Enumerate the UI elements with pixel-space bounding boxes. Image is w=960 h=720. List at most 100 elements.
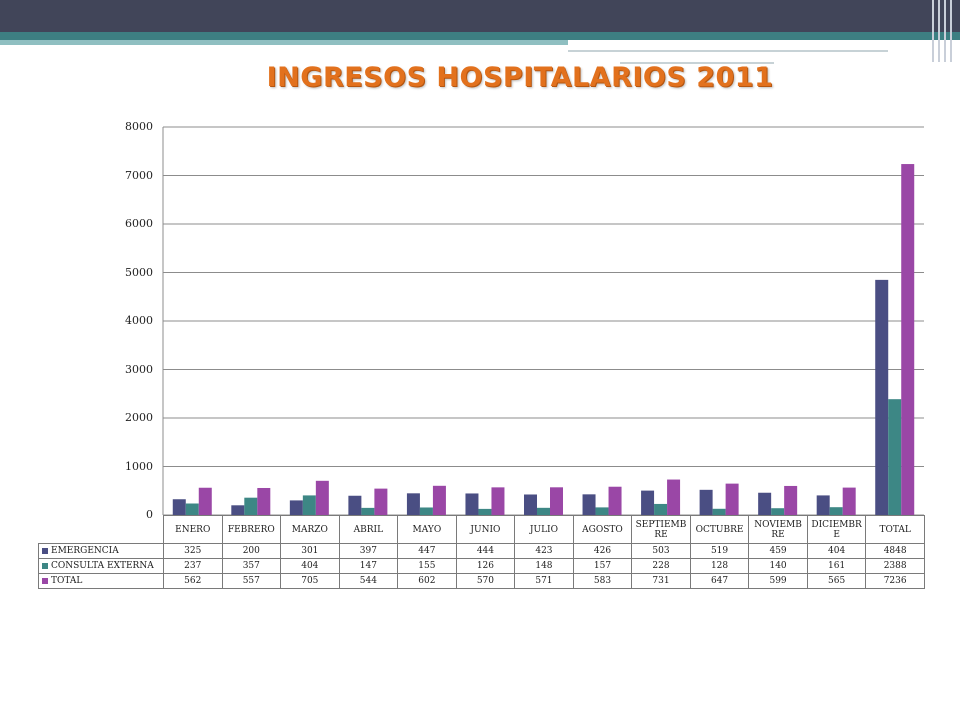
y-tick-label: 5000 [125,265,153,279]
bar [816,495,830,515]
table-row: TOTAL 562 557 705 544 602 570 571 583 731 647 599 56… [38,573,925,589]
y-tick-label: 2000 [125,411,153,424]
bar [550,487,563,515]
data-label: 397 [338,543,399,559]
series-legend-label: TOTAL [38,573,164,589]
bar [465,493,479,515]
bar [432,485,446,515]
data-table: ENERO FEBRERO MARZO ABRIL MAYO JUNIO JULIO AGOS… [38,515,925,589]
bar [315,480,329,515]
data-label: 140 [748,558,808,574]
bar [595,507,609,515]
data-label: 503 [631,543,691,559]
bar [758,492,772,515]
data-label: 148 [514,558,574,574]
bar [725,483,739,515]
category-label: DICIEMBR E [806,515,867,544]
data-label: 325 [163,543,223,559]
bar [231,505,245,515]
bar [901,164,915,515]
data-label: 647 [689,573,750,589]
bar [699,489,713,515]
legend-key [42,577,48,584]
bar [667,479,681,515]
data-label: 404 [280,558,340,574]
data-label: 459 [748,543,808,559]
bar [198,487,212,515]
bar [374,488,388,515]
accent-band [0,32,960,40]
bar [302,495,316,515]
data-label: 444 [455,543,516,559]
bar [244,497,258,515]
data-label: 357 [221,558,282,574]
data-label: 423 [514,543,574,559]
bar [641,490,655,515]
data-label: 200 [221,543,282,559]
bar [784,485,798,515]
y-tick-label: 3000 [125,362,153,376]
bar [172,499,186,515]
decorative-line [568,50,888,52]
data-label: 301 [280,543,340,559]
legend-key [42,547,48,554]
category-label: AGOSTO [572,515,633,544]
bar [582,494,596,515]
bar [829,507,843,515]
bar [524,494,537,515]
bar [257,487,271,515]
bar [771,508,785,515]
data-label: 571 [514,573,574,589]
bar [842,487,856,515]
category-label: FEBRERO [221,515,282,544]
top-banner [0,0,960,32]
bar [289,500,303,515]
data-label: 161 [806,558,867,574]
bar [491,487,505,515]
data-label: 7236 [865,573,925,589]
category-label: NOVIEMB RE [748,515,808,544]
y-tick-label: 4000 [125,314,153,327]
data-label: 731 [631,573,691,589]
data-label: 237 [163,558,223,574]
table-corner [38,515,164,544]
decorative-line [620,62,774,64]
legend-key [42,562,48,569]
data-label: 426 [572,543,633,559]
bar [712,508,726,515]
bar [875,279,889,515]
table-row: CONSULTA EXTERNA 237 357 404 147 155 126 148 157… [38,558,925,574]
bar [608,486,622,515]
category-label: MARZO [280,515,340,544]
data-label: 447 [397,543,457,559]
data-label: 228 [631,558,691,574]
bar [888,399,902,515]
data-label: 544 [338,573,399,589]
bar [361,507,375,515]
data-label: 583 [572,573,633,589]
bar [537,507,550,515]
y-tick-label: 1000 [125,459,153,473]
category-label: ABRIL [338,515,399,544]
data-label: 557 [221,573,282,589]
data-label: 519 [689,543,750,559]
data-label: 565 [806,573,867,589]
data-label: 562 [163,573,223,589]
data-label: 155 [397,558,457,574]
category-label: TOTAL [865,515,925,544]
y-tick-label: 8000 [125,120,153,133]
series-legend-label: EMERGENCIA [38,543,164,559]
table-row: EMERGENCIA 325 200 301 397 447 444 423 426 503 519… [38,543,925,559]
bar [654,503,668,515]
bar [478,508,492,515]
series-name: EMERGENCIA [51,546,119,556]
y-tick-label: 0 [146,508,153,521]
data-label: 570 [455,573,516,589]
category-label: SEPTIEMB RE [631,515,691,544]
category-label: MAYO [397,515,457,544]
data-label: 602 [397,573,457,589]
data-label: 128 [689,558,750,574]
data-label: 2388 [865,558,925,574]
data-label: 404 [806,543,867,559]
